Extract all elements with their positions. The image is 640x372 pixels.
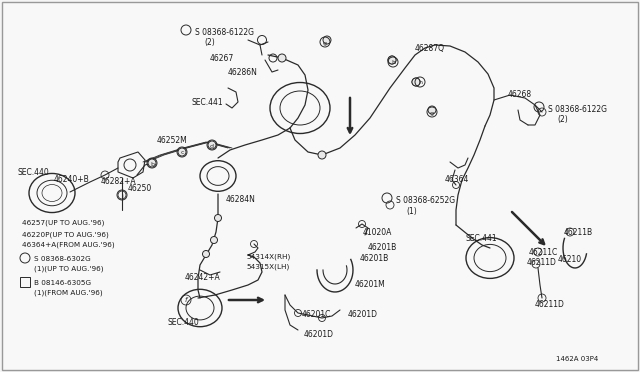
Text: 46211D: 46211D [527, 258, 557, 267]
Text: h: h [391, 61, 395, 65]
Text: 46201M: 46201M [355, 280, 386, 289]
Circle shape [388, 56, 396, 64]
Circle shape [318, 151, 326, 159]
Text: 46201C: 46201C [302, 310, 332, 319]
Text: SEC.440: SEC.440 [18, 168, 50, 177]
Text: 46284N: 46284N [226, 195, 256, 204]
Circle shape [412, 78, 420, 86]
Text: 46250: 46250 [128, 184, 152, 193]
Text: 46252M: 46252M [157, 136, 188, 145]
Text: d: d [210, 144, 214, 148]
Text: S 08368-6122G: S 08368-6122G [548, 105, 607, 114]
Text: 41020A: 41020A [363, 228, 392, 237]
Circle shape [214, 215, 221, 221]
Text: 46201B: 46201B [360, 254, 389, 263]
Text: 46267: 46267 [210, 54, 234, 63]
Text: 46287Q: 46287Q [415, 44, 445, 53]
Text: 46282+A: 46282+A [101, 177, 136, 186]
Text: 46210: 46210 [558, 255, 582, 264]
Circle shape [202, 250, 209, 257]
Circle shape [388, 56, 396, 64]
Text: S 08368-6122G: S 08368-6122G [195, 28, 254, 37]
Text: g: g [430, 110, 434, 115]
Text: 46201D: 46201D [348, 310, 378, 319]
Text: SEC.440: SEC.440 [168, 318, 200, 327]
Text: b: b [150, 161, 154, 167]
Circle shape [178, 148, 186, 156]
Circle shape [148, 159, 156, 167]
Text: (1)(UP TO AUG.'96): (1)(UP TO AUG.'96) [34, 266, 104, 273]
Text: 46211C: 46211C [529, 248, 558, 257]
Text: 54315X(LH): 54315X(LH) [246, 264, 289, 270]
Text: 46201B: 46201B [368, 243, 397, 252]
Text: 46240+B: 46240+B [54, 175, 90, 184]
Text: S 08368-6252G: S 08368-6252G [396, 196, 455, 205]
Text: 46257(UP TO AUG.'96): 46257(UP TO AUG.'96) [22, 219, 104, 225]
Text: 54314X(RH): 54314X(RH) [246, 254, 291, 260]
Text: (1)(FROM AUG.'96): (1)(FROM AUG.'96) [34, 290, 102, 296]
Text: (1): (1) [406, 207, 417, 216]
Text: 46211B: 46211B [564, 228, 593, 237]
Text: 46286N: 46286N [228, 68, 258, 77]
Text: 46364: 46364 [445, 175, 469, 184]
Text: 46220P(UP TO AUG.'96): 46220P(UP TO AUG.'96) [22, 232, 109, 238]
Text: 46211D: 46211D [535, 300, 565, 309]
Bar [20, 277, 30, 287]
Text: c: c [180, 151, 184, 155]
Text: SEC.441: SEC.441 [466, 234, 498, 243]
Circle shape [412, 78, 420, 86]
Text: 46364+A(FROM AUG.'96): 46364+A(FROM AUG.'96) [22, 242, 115, 248]
Circle shape [208, 141, 216, 149]
Circle shape [211, 237, 218, 244]
Circle shape [323, 36, 331, 44]
Circle shape [428, 106, 436, 114]
Text: g: g [323, 41, 327, 45]
Text: f: f [185, 297, 188, 303]
Text: SEC.441: SEC.441 [192, 98, 223, 107]
Text: B 08146-6305G: B 08146-6305G [34, 280, 91, 286]
Text: 46201D: 46201D [304, 330, 334, 339]
Text: (2): (2) [557, 115, 568, 124]
Text: h: h [418, 80, 422, 86]
Text: 1462A 03P4: 1462A 03P4 [556, 356, 598, 362]
Text: S 08368-6302G: S 08368-6302G [34, 256, 91, 262]
Text: 46268: 46268 [508, 90, 532, 99]
Circle shape [278, 54, 286, 62]
Text: (2): (2) [204, 38, 215, 47]
Text: i: i [121, 193, 123, 199]
Text: 46242+A: 46242+A [185, 273, 221, 282]
